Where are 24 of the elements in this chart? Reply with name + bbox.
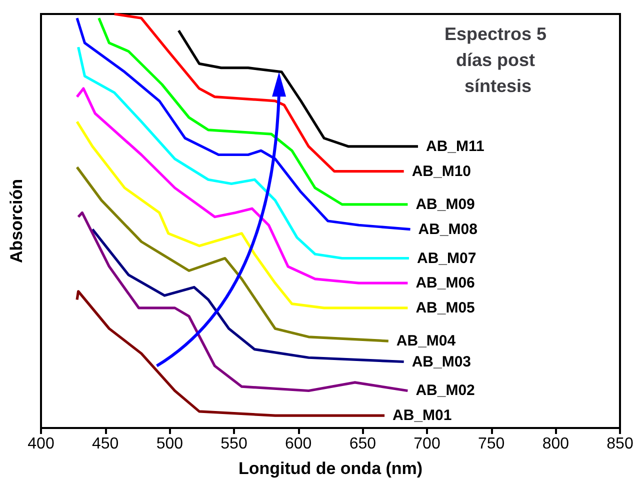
x-tick-label: 700 bbox=[414, 436, 440, 452]
x-axis-title: Longitud de onda (nm) bbox=[238, 459, 423, 478]
series-label: AB_M09 bbox=[416, 196, 475, 213]
series-label: AB_M07 bbox=[416, 250, 476, 267]
x-tick-label: 450 bbox=[92, 436, 119, 452]
x-tick-label: 400 bbox=[28, 436, 54, 452]
series-label: AB_M05 bbox=[416, 299, 475, 316]
series-label: AB_M10 bbox=[412, 162, 472, 180]
x-tick-label: 850 bbox=[606, 436, 634, 452]
x-tick-label: 750 bbox=[478, 436, 505, 452]
series-label: AB_M04 bbox=[396, 332, 456, 350]
series-label: AB_M11 bbox=[426, 138, 484, 155]
x-tick-label: 500 bbox=[156, 436, 184, 452]
x-tick-label: 800 bbox=[542, 436, 570, 452]
series-label: AB_M02 bbox=[416, 382, 475, 400]
series-label: AB_M03 bbox=[412, 353, 472, 370]
text: Espectros 5 días post síntesis bbox=[444, 24, 552, 96]
x-tick-label: 650 bbox=[349, 436, 376, 452]
x-tick-label: 600 bbox=[284, 436, 312, 452]
x-tick-label: 550 bbox=[220, 436, 248, 452]
y-axis-title: Absorción bbox=[7, 178, 26, 264]
series-label: AB_M01 bbox=[392, 407, 452, 424]
series-label: AB_M08 bbox=[418, 220, 478, 238]
series-label: AB_M06 bbox=[416, 274, 475, 292]
